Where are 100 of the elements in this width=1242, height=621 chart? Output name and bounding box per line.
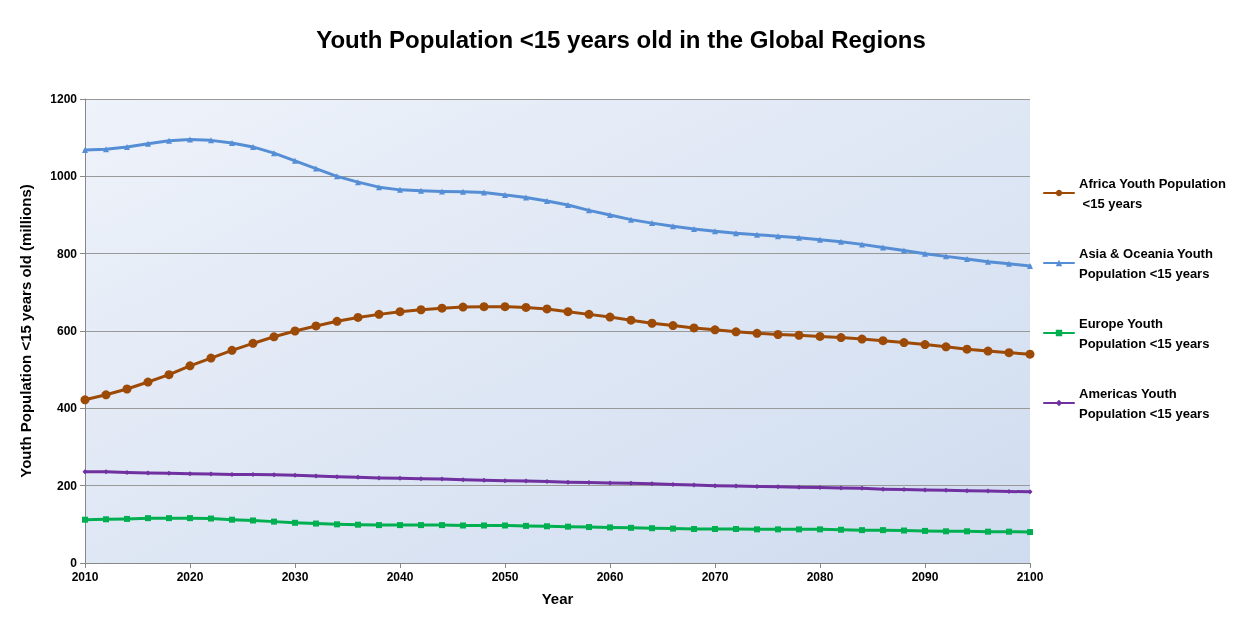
point	[731, 327, 741, 337]
point	[103, 516, 109, 523]
point	[920, 340, 930, 350]
point	[1006, 528, 1012, 535]
point	[124, 515, 130, 522]
point	[206, 353, 216, 363]
point	[712, 525, 718, 532]
point	[164, 370, 174, 380]
point	[838, 485, 844, 491]
point	[500, 302, 510, 312]
point	[607, 524, 613, 531]
point	[962, 344, 972, 354]
legend-label: Europe Youth Population <15 years	[1079, 315, 1210, 351]
point	[584, 309, 594, 319]
point	[523, 194, 529, 201]
point	[460, 522, 466, 529]
point	[689, 323, 699, 333]
point	[985, 258, 991, 265]
point	[145, 515, 151, 522]
point	[311, 321, 321, 331]
legend-label: Asia & Oceania Youth Population <15 years	[1079, 245, 1217, 281]
point	[271, 150, 277, 157]
point	[628, 480, 634, 486]
point	[775, 233, 781, 240]
point	[166, 137, 172, 144]
point	[565, 523, 571, 530]
point	[292, 472, 298, 478]
point	[649, 525, 655, 532]
y-tick-label: 400	[56, 401, 78, 416]
point	[710, 325, 720, 335]
point	[439, 188, 445, 195]
point	[187, 136, 193, 143]
point	[416, 305, 426, 315]
point	[901, 527, 907, 534]
y-tick-label: 200	[56, 478, 78, 493]
x-tick-label: 2020	[176, 570, 204, 584]
point	[836, 333, 846, 343]
point	[880, 486, 886, 492]
point	[901, 247, 907, 254]
point	[899, 338, 909, 348]
point	[542, 304, 552, 314]
point	[458, 302, 468, 312]
point	[773, 329, 783, 339]
point	[649, 220, 655, 227]
point	[355, 179, 361, 186]
point	[290, 326, 300, 336]
point	[922, 487, 928, 493]
point	[943, 487, 949, 493]
point	[397, 475, 403, 481]
point	[269, 332, 279, 342]
point	[334, 173, 340, 180]
point	[250, 143, 256, 150]
point	[563, 307, 573, 317]
chart-title: Youth Population <15 years old in the Global Regions	[316, 25, 926, 53]
point	[229, 140, 235, 147]
point	[1027, 263, 1033, 270]
point	[80, 395, 90, 405]
point	[374, 309, 384, 319]
legend-label: Africa Youth Population <15 years	[1079, 175, 1226, 211]
point	[122, 384, 132, 394]
point	[964, 528, 970, 535]
point	[628, 216, 634, 223]
point	[521, 302, 531, 312]
point	[878, 336, 888, 346]
point	[397, 186, 403, 193]
point	[794, 330, 804, 340]
point	[481, 189, 487, 196]
point	[82, 516, 88, 523]
point	[670, 525, 676, 532]
point	[145, 470, 151, 476]
legend-label: Americas Youth Population <15 years	[1079, 385, 1210, 421]
point	[334, 521, 340, 528]
point	[124, 143, 130, 150]
point	[985, 488, 991, 494]
point	[775, 526, 781, 533]
point	[943, 528, 949, 535]
point	[481, 477, 487, 483]
x-tick-label: 2050	[491, 570, 519, 584]
x-tick-label: 2010	[71, 570, 99, 584]
point	[941, 342, 951, 352]
point	[103, 469, 109, 475]
point	[187, 471, 193, 477]
point	[817, 526, 823, 533]
point	[250, 517, 256, 524]
point	[1027, 529, 1033, 536]
point	[418, 187, 424, 194]
point	[248, 338, 258, 348]
point	[418, 476, 424, 482]
point	[691, 525, 697, 532]
point	[355, 474, 361, 480]
point	[208, 137, 214, 144]
point	[964, 256, 970, 263]
point	[332, 316, 342, 326]
point	[166, 515, 172, 522]
x-tick-label: 2030	[281, 570, 309, 584]
point	[313, 165, 319, 172]
point	[565, 201, 571, 208]
point	[502, 191, 508, 198]
point	[649, 481, 655, 487]
point	[479, 302, 489, 312]
